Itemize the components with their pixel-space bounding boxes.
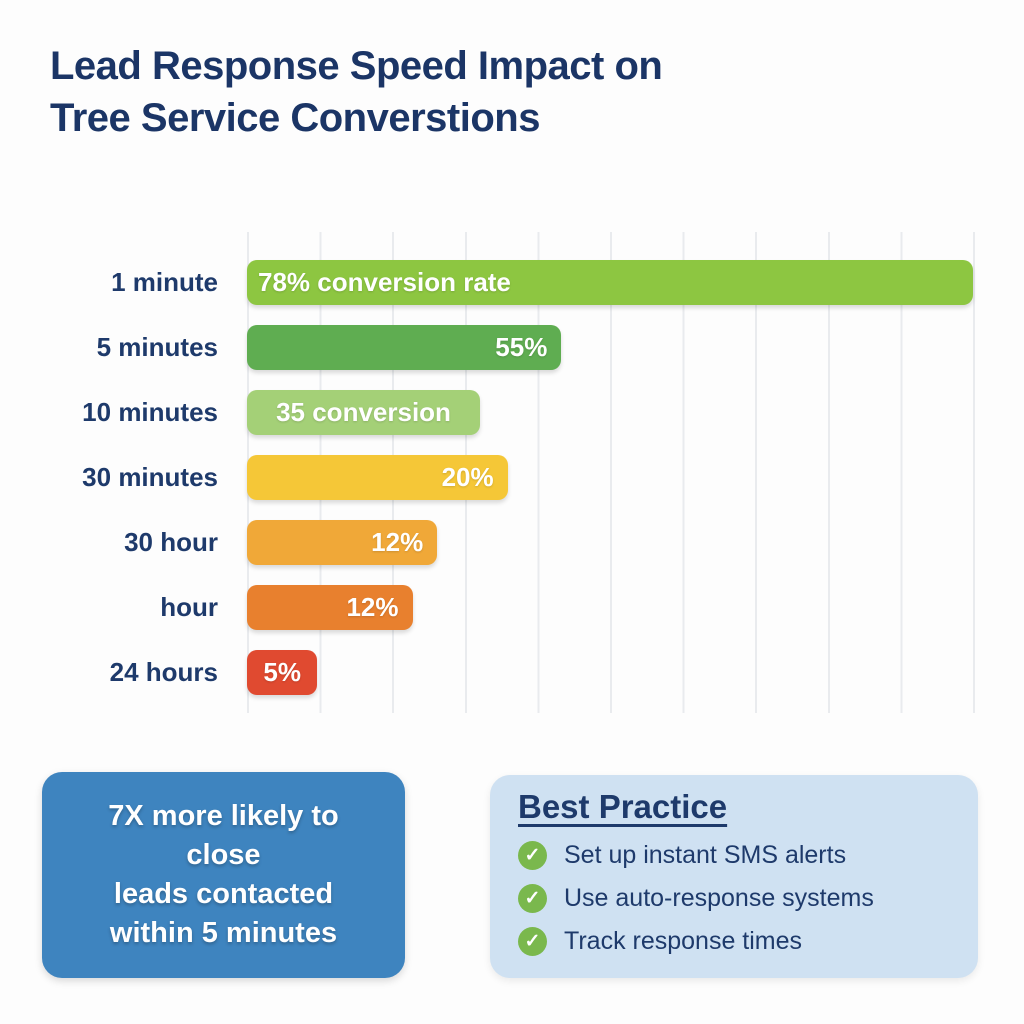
bar-24-hours: 5% bbox=[247, 650, 318, 695]
category-label: 5 minutes bbox=[96, 332, 218, 362]
category-label: 10 minutes bbox=[82, 397, 218, 427]
best-practice-item-text: Use auto-response systems bbox=[564, 884, 874, 912]
page-title-line-2: Tree Service Converstions bbox=[50, 96, 540, 140]
category-label: 24 hours bbox=[109, 657, 218, 687]
best-practice-item-text: Set up instant SMS alerts bbox=[564, 841, 847, 869]
bar-1-minute: 78% conversion rate bbox=[247, 260, 973, 305]
bar-value-label: 12% bbox=[371, 527, 424, 557]
bar-10-minutes: 35 conversion bbox=[247, 390, 481, 435]
bar-30-minutes: 20% bbox=[247, 455, 508, 500]
bar-value-label: 35 conversion bbox=[276, 397, 451, 427]
best-practice-title: Best Practice bbox=[518, 788, 728, 825]
bar-hour: 12% bbox=[247, 585, 413, 630]
best-practice-item: ✓ Track response times bbox=[518, 927, 978, 956]
highlight-line: within 5 minutes bbox=[109, 917, 338, 949]
highlight-line: leads contacted bbox=[113, 878, 334, 910]
bar-5-minutes: 55% bbox=[247, 325, 562, 370]
best-practice-list: ✓ Set up instant SMS alerts ✓ Use auto-resp… bbox=[518, 841, 978, 956]
bar-value-label: 20% bbox=[441, 462, 494, 492]
category-label: hour bbox=[160, 592, 218, 622]
page-title-line-1: Lead Response Speed Impact on bbox=[50, 44, 663, 88]
category-label: 1 minute bbox=[111, 267, 218, 297]
highlight-line: 7X more likely to bbox=[108, 800, 339, 832]
bar-value-label: 55% bbox=[495, 332, 548, 362]
bar-value-label: 12% bbox=[346, 592, 399, 622]
category-label: 30 hour bbox=[124, 527, 218, 557]
category-label: 30 minutes bbox=[82, 462, 218, 492]
best-practice-item: ✓ Use auto-response systems bbox=[518, 884, 978, 913]
highlight-box: 7X more likely to close leads contacted wit… bbox=[42, 772, 405, 978]
best-practice-box: Best Practice ✓ Set up instant SMS alerts… bbox=[490, 775, 978, 978]
bar-30-hour: 12% bbox=[247, 520, 438, 565]
check-icon: ✓ bbox=[518, 884, 547, 913]
conversion-bar-chart: 1 minute 78% conversion rate 5 minutes 55% 1… bbox=[0, 232, 1024, 713]
page-title: Lead Response Speed Impact on Tree Servi… bbox=[50, 40, 663, 144]
best-practice-item: ✓ Set up instant SMS alerts bbox=[518, 841, 978, 870]
best-practice-item-text: Track response times bbox=[564, 927, 803, 955]
check-icon: ✓ bbox=[518, 841, 547, 870]
highlight-line: close bbox=[186, 839, 261, 871]
bar-value-label: 78% conversion rate bbox=[258, 267, 511, 297]
bar-value-label: 5% bbox=[263, 657, 301, 687]
check-icon: ✓ bbox=[518, 927, 547, 956]
